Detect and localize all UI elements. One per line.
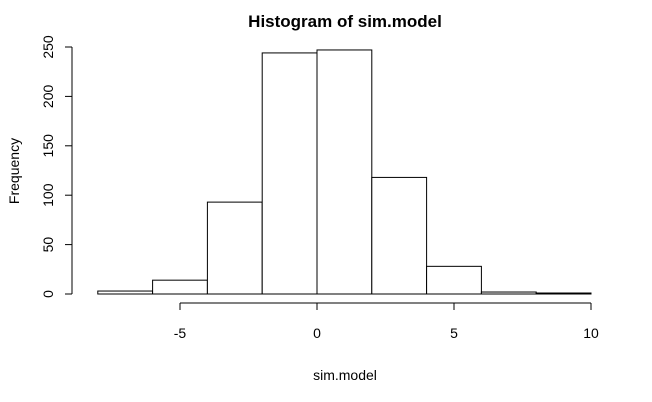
bars-group [97,49,592,295]
histogram-bar-8 [535,292,592,295]
histogram-bar-2 [206,201,263,295]
histogram-bar-6 [426,265,482,295]
x-tick-label-1: 0 [313,325,321,341]
y-tick-label-1: 50 [40,237,56,253]
x-tick-label-3: 10 [583,325,599,341]
y-tick-label-5: 250 [40,35,56,59]
x-axis-label: sim.model [313,367,377,383]
histogram-bar-0 [97,290,154,295]
x-tick-label-0: -5 [174,325,187,341]
y-axis-label: Frequency [6,138,22,204]
y-tick-label-3: 150 [40,134,56,158]
chart-title: Histogram of sim.model [248,12,442,31]
y-tick-label-4: 200 [40,85,56,109]
y-tick-label-2: 100 [40,183,56,207]
y-tick-label-0: 0 [40,290,56,298]
histogram-bar-3 [261,52,318,295]
y-axis: 0 50 100 150 200 250 [40,35,73,298]
histogram-bar-1 [152,279,208,295]
histogram-bar-7 [480,291,537,295]
histogram-bar-4 [316,49,373,295]
histogram-bar-5 [371,176,428,295]
x-axis: -5 0 5 10 [174,302,599,341]
x-tick-label-2: 5 [450,325,458,341]
